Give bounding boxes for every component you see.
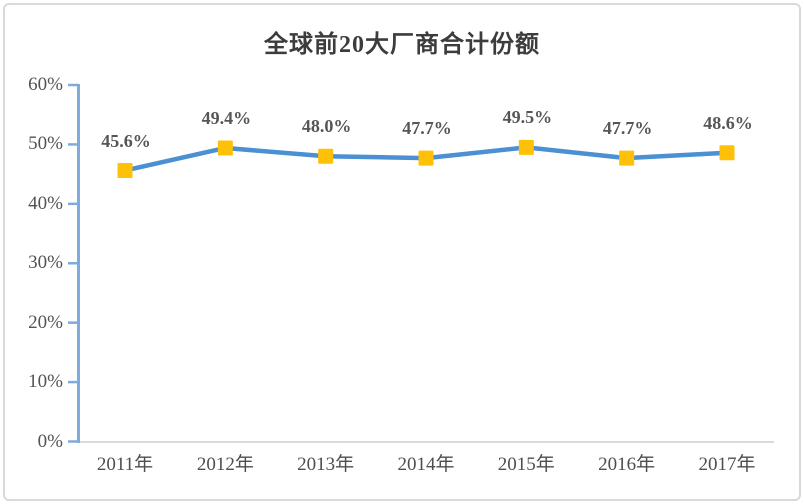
data-point-marker xyxy=(117,163,133,179)
data-point-label: 49.4% xyxy=(201,107,252,128)
x-axis-tick-label: 2017年 xyxy=(698,454,756,475)
y-axis-tick-label: 60% xyxy=(28,74,63,95)
data-point-label: 47.7% xyxy=(402,118,452,139)
y-axis-tick-label: 20% xyxy=(28,311,63,333)
data-point-label: 45.6% xyxy=(101,130,151,151)
data-point-marker xyxy=(217,140,233,156)
y-axis-tick-label: 50% xyxy=(28,133,63,155)
data-point-marker xyxy=(719,145,735,161)
data-point-marker xyxy=(318,148,334,164)
data-point-marker xyxy=(518,139,534,155)
data-point-marker xyxy=(418,150,434,166)
x-axis-tick-label: 2012年 xyxy=(196,454,254,475)
data-point-label: 47.7% xyxy=(602,118,653,139)
x-axis-tick-label: 2015年 xyxy=(497,454,555,475)
chart-title: 全球前20大厂商合计份额 xyxy=(264,32,540,58)
x-axis-tick-label: 2011年 xyxy=(96,454,154,475)
data-point-label: 48.0% xyxy=(301,116,352,137)
data-point-label: 48.6% xyxy=(703,112,753,133)
y-axis-tick-label: 40% xyxy=(28,192,63,214)
y-axis-tick-label: 10% xyxy=(28,371,63,393)
data-point-label: 49.5% xyxy=(502,107,553,128)
x-axis-tick-label: 2016年 xyxy=(598,454,656,475)
y-axis-tick-label: 0% xyxy=(37,430,63,452)
chart-frame xyxy=(3,3,801,501)
data-point-marker xyxy=(619,150,635,166)
y-axis-tick-label: 30% xyxy=(28,252,63,274)
x-axis-tick-label: 2013年 xyxy=(297,454,355,475)
x-axis-tick-label: 2014年 xyxy=(397,454,455,475)
